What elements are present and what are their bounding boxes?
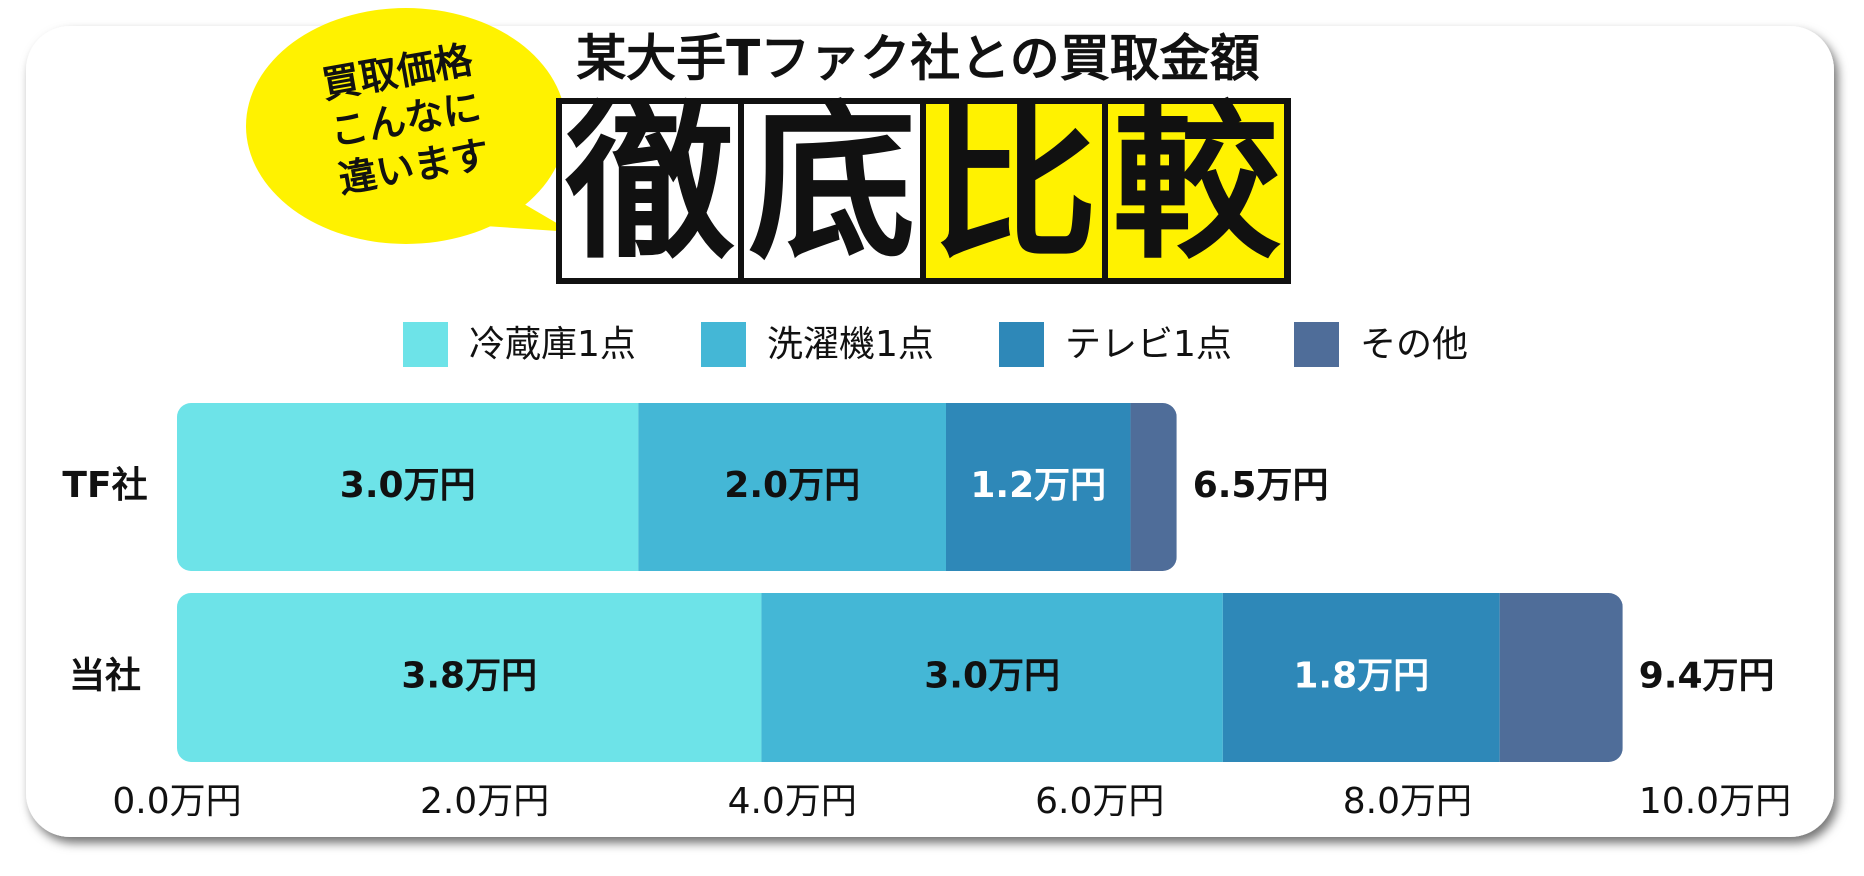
legend-label: その他 (1360, 324, 1468, 365)
x-tick-label: 0.0万円 (112, 781, 241, 822)
legend-swatch (701, 322, 746, 367)
bar-group (177, 593, 1623, 762)
legend-label: 冷蔵庫1点 (469, 324, 636, 365)
value-label: 2.0万円 (724, 465, 860, 506)
value-label: 1.2万円 (970, 465, 1106, 506)
bar-segment (761, 593, 1223, 762)
bar-segment (1130, 403, 1177, 571)
bar-segment (638, 403, 946, 571)
legend-swatch (403, 322, 448, 367)
title-char: 比 (930, 86, 1098, 282)
title-char: 底 (748, 86, 916, 282)
title-box (744, 104, 920, 278)
value-label: 3.8万円 (401, 656, 537, 697)
legend-label: テレビ1点 (1065, 324, 1232, 365)
value-label: 1.8万円 (1293, 656, 1429, 697)
title-box (1108, 104, 1284, 278)
bar-segment (177, 403, 639, 571)
title-char: 較 (1112, 86, 1281, 282)
legend-swatch (999, 322, 1044, 367)
subtitle: 某大手Tファク社との買取金額 (576, 30, 1260, 88)
bar-segment (177, 593, 762, 762)
bar-segment (1499, 593, 1623, 762)
bar-segment (1222, 593, 1500, 762)
total-label: 6.5万円 (1193, 465, 1329, 506)
legend-label: 洗濯機1点 (767, 324, 934, 365)
total-label: 9.4万円 (1639, 656, 1775, 697)
title-box (562, 104, 738, 278)
title-char: 徹 (565, 86, 735, 282)
speech-bubble (246, 8, 572, 244)
value-label: 3.0万円 (340, 465, 476, 506)
bar-group (177, 403, 1177, 571)
bar-segment (946, 403, 1131, 571)
value-label: 3.0万円 (924, 656, 1060, 697)
x-tick-label: 6.0万円 (1035, 781, 1164, 822)
legend-swatch (1294, 322, 1339, 367)
x-tick-label: 2.0万円 (420, 781, 549, 822)
category-label: 当社 (69, 656, 141, 697)
x-tick-label: 10.0万円 (1639, 781, 1791, 822)
title-box (926, 104, 1102, 278)
x-tick-label: 4.0万円 (728, 781, 857, 822)
x-tick-label: 8.0万円 (1343, 781, 1472, 822)
category-label: TF社 (62, 465, 147, 506)
